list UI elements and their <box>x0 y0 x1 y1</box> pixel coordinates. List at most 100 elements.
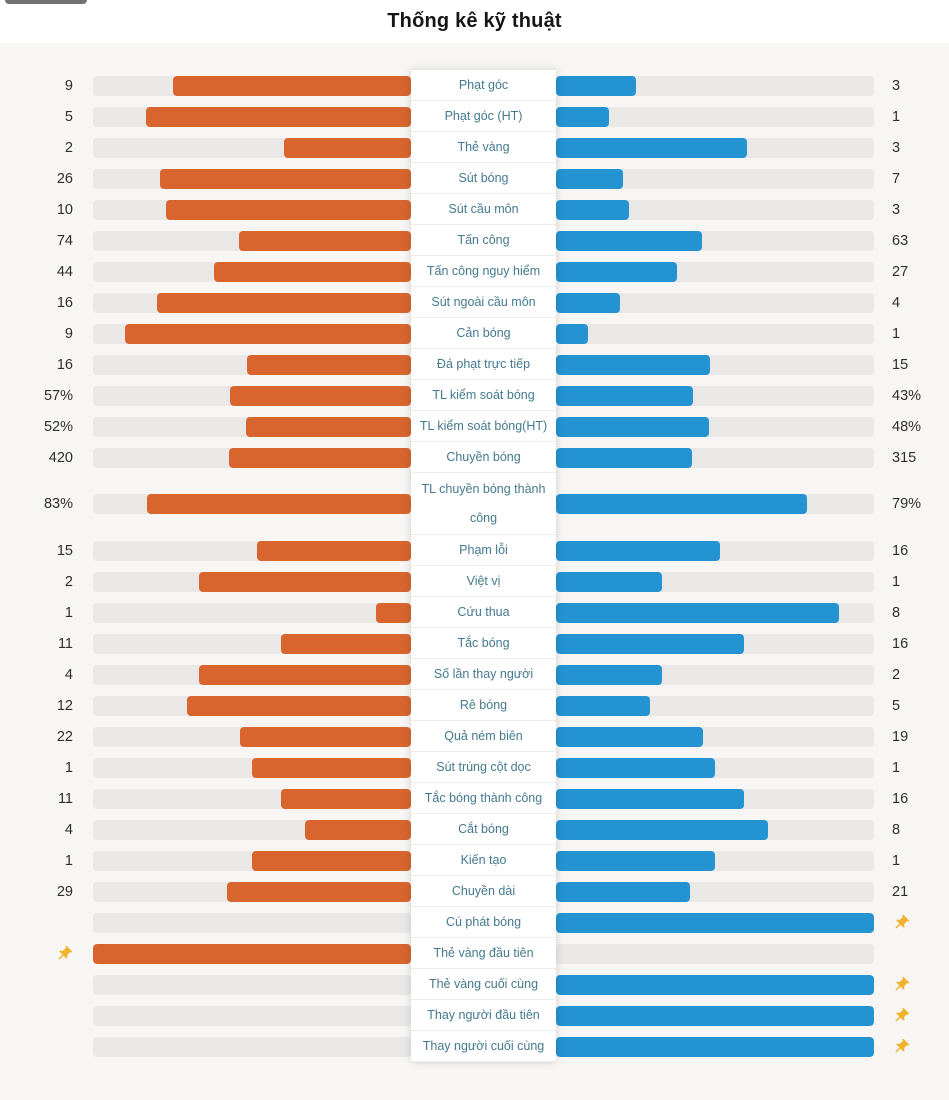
stat-row: Thẻ vàng cuối cùng <box>0 969 949 1000</box>
stat-label-cell: Sút trúng cột dọc <box>411 752 556 783</box>
home-bar <box>186 695 411 716</box>
home-bar <box>240 726 411 747</box>
page-title: Thống kê kỹ thuật <box>387 10 562 32</box>
away-bar-track <box>556 535 874 566</box>
away-value: 16 <box>874 783 949 814</box>
away-bar <box>556 1036 874 1057</box>
stat-row: 52% TL kiểm soát bóng(HT) 48% <box>0 411 949 442</box>
home-value: 11 <box>0 628 93 659</box>
home-value-text: 9 <box>64 77 73 94</box>
away-value-text: 3 <box>892 201 901 218</box>
away-value: 1 <box>874 566 949 597</box>
home-value: 1 <box>0 845 93 876</box>
away-bar <box>556 261 677 282</box>
pin-icon <box>892 1038 910 1056</box>
away-bar <box>556 292 620 313</box>
home-value: 74 <box>0 225 93 256</box>
stat-label-cell: Phạt góc <box>411 70 556 101</box>
stat-label-cell: Thẻ vàng <box>411 132 556 163</box>
home-bar-track <box>93 349 411 380</box>
home-bar <box>245 416 411 437</box>
stat-row: Thẻ vàng đầu tiên <box>0 938 949 969</box>
home-value-text: 83% <box>43 496 73 512</box>
stat-label: Thẻ vàng đầu tiên <box>433 945 534 960</box>
home-value-text: 26 <box>56 170 73 187</box>
home-bar <box>229 385 411 406</box>
away-bar-track <box>556 349 874 380</box>
home-value-text: 5 <box>64 108 73 125</box>
home-bar-track <box>93 411 411 442</box>
home-value: 11 <box>0 783 93 814</box>
home-value-text: 2 <box>64 139 73 156</box>
home-bar-track <box>93 907 411 938</box>
stat-row: 4 Số lần thay người 2 <box>0 659 949 690</box>
away-bar-track <box>556 969 874 1000</box>
home-bar <box>283 137 411 158</box>
home-bar-track <box>93 783 411 814</box>
stat-row: 4 Cắt bóng 8 <box>0 814 949 845</box>
away-value <box>874 938 949 969</box>
stat-row: Thay người đầu tiên <box>0 1000 949 1031</box>
away-bar-track <box>556 938 874 969</box>
pin-icon <box>892 914 910 932</box>
away-bar <box>556 850 715 871</box>
home-value-text: 11 <box>57 790 73 807</box>
home-bar <box>229 447 411 468</box>
away-bar <box>556 664 662 685</box>
away-bar <box>556 230 703 251</box>
stat-label-cell: Rê bóng <box>411 690 556 721</box>
home-bar-track <box>93 969 411 1000</box>
stat-label: Thay người cuối cùng <box>422 1038 545 1053</box>
home-bar <box>146 106 411 127</box>
stat-label-cell: Sút bóng <box>411 163 556 194</box>
home-value: 44 <box>0 256 93 287</box>
home-bar <box>252 757 411 778</box>
away-value: 3 <box>874 132 949 163</box>
away-bar-track <box>556 132 874 163</box>
stat-row: 74 Tấn công 63 <box>0 225 949 256</box>
home-value-text: 9 <box>64 325 73 342</box>
away-bar <box>556 1005 874 1026</box>
away-value-text: 3 <box>892 77 901 94</box>
away-value-text: 63 <box>892 232 909 249</box>
stat-label-cell: Cứu thua <box>411 597 556 628</box>
away-bar-track <box>556 473 874 535</box>
stat-label: TL kiểm soát bóng(HT) <box>419 418 548 433</box>
away-value: 1 <box>874 752 949 783</box>
stat-label-cell: Cản bóng <box>411 318 556 349</box>
home-bar <box>281 788 411 809</box>
stat-rows: 9 Phạt góc 3 5 <box>0 70 949 1062</box>
home-bar-track <box>93 101 411 132</box>
away-value-text: 1 <box>892 852 901 869</box>
stat-row: 22 Quả ném biên 19 <box>0 721 949 752</box>
away-bar <box>556 602 839 623</box>
center-label-panel <box>411 70 556 1062</box>
away-bar-track <box>556 783 874 814</box>
home-value-text: 1 <box>64 852 73 869</box>
away-value: 79% <box>874 473 949 535</box>
home-value: 83% <box>0 473 93 535</box>
stat-label-cell: TL kiểm soát bóng <box>411 380 556 411</box>
stat-row: 9 Cản bóng 1 <box>0 318 949 349</box>
away-value <box>874 907 949 938</box>
home-value: 4 <box>0 659 93 690</box>
away-bar-track <box>556 876 874 907</box>
stat-row: 83% TL chuyền bóng thành công 79% <box>0 473 949 535</box>
home-value: 1 <box>0 752 93 783</box>
home-bar-track <box>93 1000 411 1031</box>
stat-label-cell: Phạm lỗi <box>411 535 556 566</box>
home-bar-track <box>93 628 411 659</box>
stat-label-cell: TL kiểm soát bóng(HT) <box>411 411 556 442</box>
away-value-text: 1 <box>892 759 901 776</box>
home-value-text: 74 <box>56 232 73 249</box>
away-bar-track <box>556 845 874 876</box>
away-value-text: 3 <box>892 139 901 156</box>
home-bar <box>239 230 411 251</box>
stat-label: Sút bóng <box>458 170 509 185</box>
stat-row: 26 Sút bóng 7 <box>0 163 949 194</box>
stat-label: Thẻ vàng <box>457 139 510 154</box>
home-value: 12 <box>0 690 93 721</box>
away-value-text: 79% <box>892 496 922 512</box>
away-bar <box>556 974 874 995</box>
away-bar-track <box>556 287 874 318</box>
